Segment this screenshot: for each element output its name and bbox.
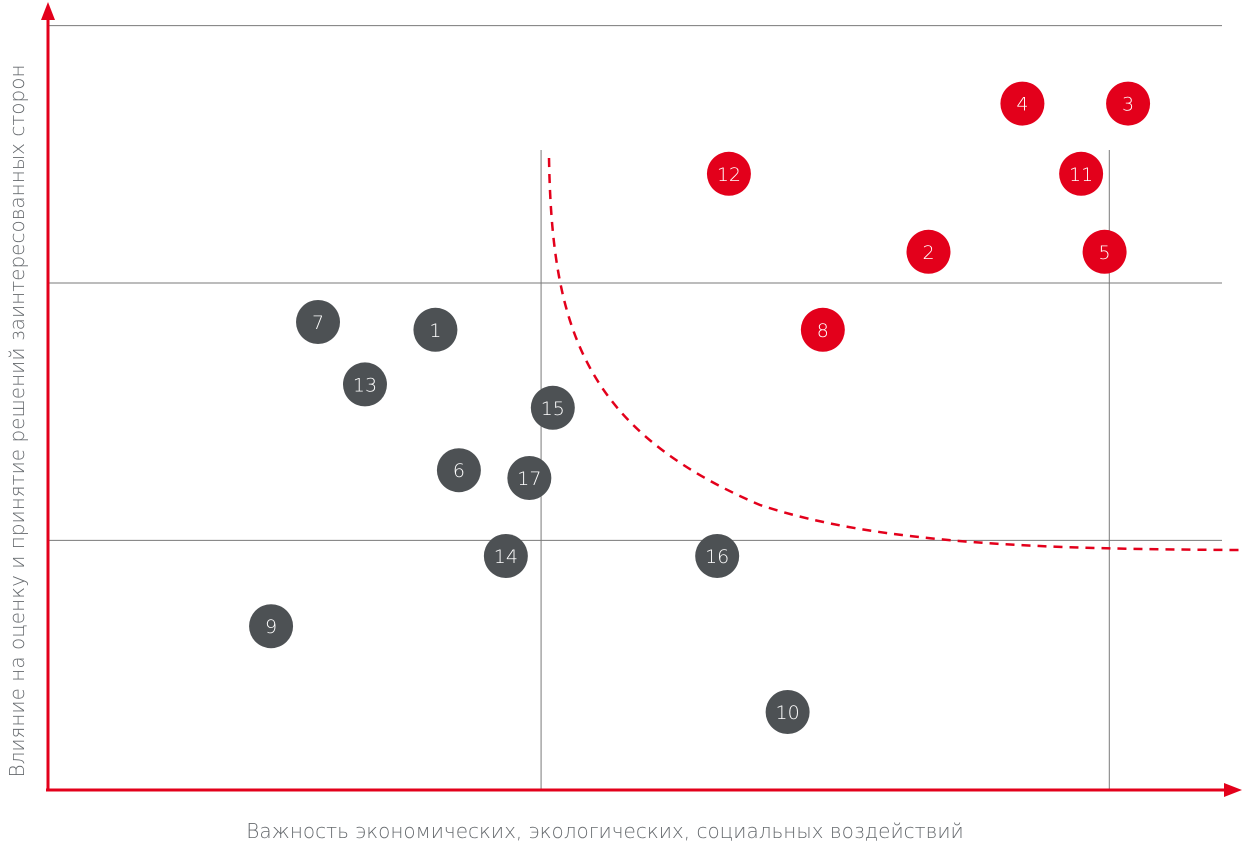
point-marker-6 <box>436 448 481 493</box>
data-point-7: 7 <box>296 300 341 344</box>
point-marker-8 <box>800 307 845 352</box>
point-marker-10 <box>765 690 810 734</box>
data-point-13: 13 <box>342 362 387 407</box>
point-label-11: 11 <box>1069 164 1093 186</box>
point-marker-17 <box>507 456 552 500</box>
point-marker-16 <box>695 534 740 578</box>
point-marker-2 <box>906 229 951 274</box>
data-point-10: 10 <box>765 690 810 734</box>
point-marker-4 <box>1000 81 1045 126</box>
point-label-1: 1 <box>429 320 441 342</box>
point-label-9: 9 <box>265 616 277 638</box>
x-axis-arrow <box>1224 783 1242 797</box>
point-marker-14 <box>483 534 528 578</box>
point-marker-11 <box>1059 151 1104 196</box>
point-label-17: 17 <box>517 468 541 490</box>
data-point-16: 16 <box>695 534 740 578</box>
point-label-7: 7 <box>312 312 324 334</box>
point-marker-5 <box>1082 229 1127 274</box>
threshold-curve <box>547 157 1241 552</box>
data-point-12: 12 <box>706 151 751 196</box>
data-point-2: 2 <box>906 229 951 274</box>
point-label-2: 2 <box>922 242 934 264</box>
point-marker-1 <box>413 307 458 352</box>
point-marker-13 <box>342 362 387 407</box>
point-label-3: 3 <box>1122 94 1134 116</box>
point-label-13: 13 <box>353 374 377 396</box>
point-label-15: 15 <box>541 398 565 420</box>
point-marker-12 <box>706 151 751 196</box>
point-marker-9 <box>249 604 294 649</box>
point-label-8: 8 <box>817 320 829 342</box>
data-point-9: 9 <box>249 604 294 649</box>
point-label-16: 16 <box>705 546 729 568</box>
point-marker-3 <box>1106 81 1151 126</box>
x-axis-title: Важность экономических, экологических, с… <box>246 819 963 843</box>
data-point-14: 14 <box>483 534 528 578</box>
point-marker-7 <box>296 300 341 344</box>
point-label-6: 6 <box>453 460 465 482</box>
point-label-5: 5 <box>1099 242 1111 264</box>
data-point-8: 8 <box>800 307 845 352</box>
point-label-10: 10 <box>776 702 800 724</box>
data-point-17: 17 <box>507 456 552 500</box>
data-point-11: 11 <box>1059 151 1104 196</box>
point-label-4: 4 <box>1016 94 1028 116</box>
grid-lines <box>48 25 1222 790</box>
point-label-12: 12 <box>717 164 741 186</box>
y-axis-title: Влияние на оценку и принятие решений заи… <box>5 64 29 777</box>
y-axis-arrow <box>41 2 55 20</box>
data-point-1: 1 <box>413 307 458 352</box>
point-label-14: 14 <box>494 546 518 568</box>
data-point-6: 6 <box>436 448 481 493</box>
point-marker-15 <box>530 385 575 430</box>
data-point-5: 5 <box>1082 229 1127 274</box>
data-point-3: 3 <box>1106 81 1151 126</box>
data-point-4: 4 <box>1000 81 1045 126</box>
data-point-15: 15 <box>530 385 575 430</box>
